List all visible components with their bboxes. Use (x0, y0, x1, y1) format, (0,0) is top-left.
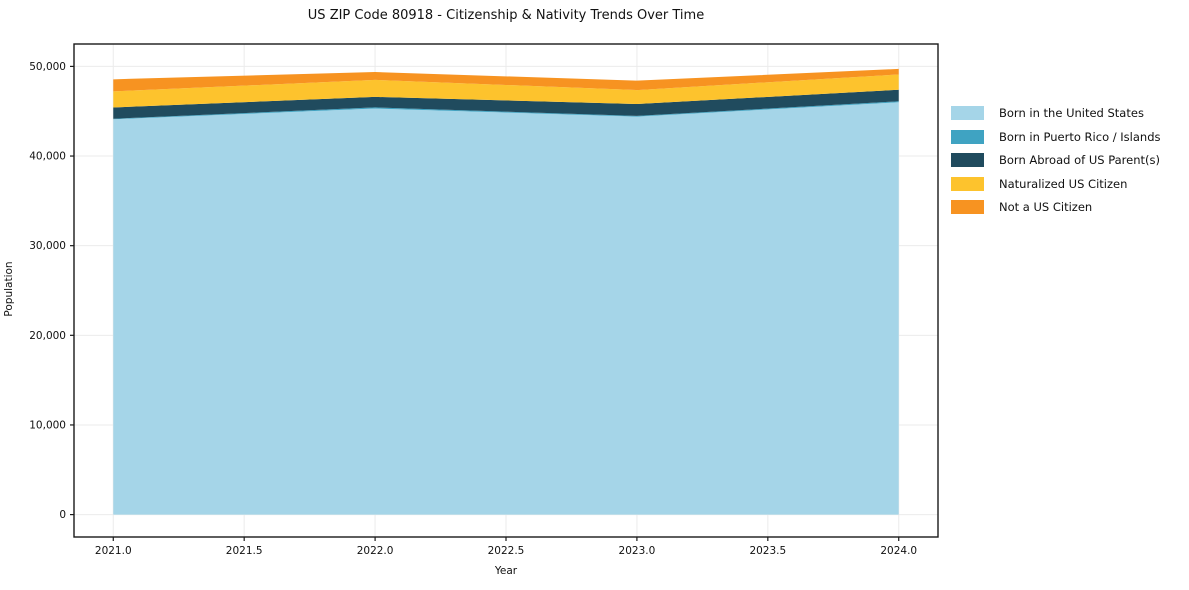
legend-item: Born in the United States (951, 106, 1161, 120)
y-tick-label: 30,000 (29, 240, 66, 252)
legend-color-swatch-icon (951, 129, 984, 144)
legend-label: Born in Puerto Rico / Islands (999, 129, 1161, 144)
legend-color-swatch-icon (951, 200, 984, 214)
legend-label: Not a US Citizen (999, 200, 1093, 214)
area-band (113, 101, 899, 120)
x-tick-label: 2022.0 (357, 545, 394, 557)
legend-label: Born Abroad of US Parent(s) (999, 153, 1160, 167)
x-tick-label: 2023.5 (749, 545, 786, 557)
legend-label: Naturalized US Citizen (999, 176, 1128, 191)
y-tick-label: 50,000 (29, 61, 66, 73)
legend-color-swatch-icon (951, 176, 984, 191)
legend-color-swatch-icon (951, 106, 984, 120)
legend-item: Naturalized US Citizen (951, 176, 1161, 191)
x-tick-label: 2022.5 (488, 545, 525, 557)
chart-title: US ZIP Code 80918 - Citizenship & Nativi… (307, 8, 705, 23)
legend-label: Born in the United States (999, 106, 1144, 120)
y-tick-label: 0 (59, 509, 66, 521)
area-band (113, 89, 899, 119)
area-band (113, 68, 899, 92)
legend-color-swatch-icon (951, 153, 984, 167)
area-band (113, 74, 899, 108)
area-band (113, 102, 899, 515)
legend-item: Not a US Citizen (951, 200, 1161, 214)
axes-frame (73, 43, 939, 538)
x-axis-label: Year (494, 565, 518, 577)
legend: Born in the United States Born in Puerto… (951, 106, 1161, 214)
x-tick-label: 2021.0 (95, 545, 132, 557)
legend-item: Born in Puerto Rico / Islands (951, 129, 1161, 144)
y-tick-label: 20,000 (29, 330, 66, 342)
x-tick-label: 2021.5 (226, 545, 263, 557)
y-tick-label: 40,000 (29, 151, 66, 163)
x-tick-label: 2023.0 (619, 545, 656, 557)
y-axis-label: Population (3, 261, 15, 317)
x-tick-label: 2024.0 (880, 545, 917, 557)
legend-item: Born Abroad of US Parent(s) (951, 153, 1161, 167)
y-tick-label: 10,000 (29, 419, 66, 431)
